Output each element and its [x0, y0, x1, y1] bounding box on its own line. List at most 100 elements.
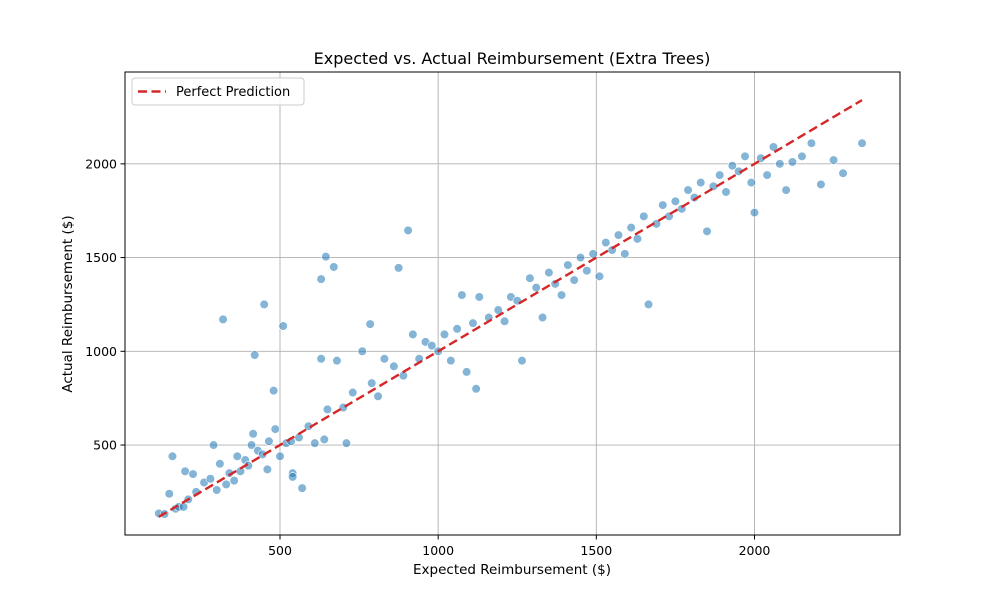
data-point [248, 429, 258, 439]
data-point [264, 436, 274, 446]
data-point [702, 226, 712, 236]
x-tick-label: 1000 [422, 543, 454, 558]
data-point [563, 260, 573, 270]
data-point [556, 290, 567, 300]
data-point [357, 346, 367, 356]
data-point [229, 476, 239, 486]
data-point [626, 222, 636, 233]
y-tick-label: 2000 [85, 156, 117, 171]
data-point [365, 319, 375, 329]
data-point [696, 177, 706, 188]
data-point [259, 299, 269, 310]
data-point [746, 177, 756, 188]
y-tick-label: 500 [93, 438, 117, 453]
data-point [221, 479, 231, 489]
data-point [212, 485, 222, 495]
data-point [670, 196, 681, 206]
data-point [310, 438, 320, 448]
data-point [389, 361, 399, 371]
data-point [427, 341, 437, 351]
data-point [499, 316, 510, 326]
data-point [167, 451, 178, 461]
data-point [452, 324, 462, 334]
data-point [575, 252, 586, 263]
data-point [373, 391, 383, 401]
data-point [379, 354, 389, 364]
data-point [806, 138, 817, 148]
x-tick-label: 1500 [580, 543, 612, 558]
legend: Perfect Prediction [131, 77, 305, 106]
data-point [164, 489, 174, 499]
data-point [531, 282, 541, 293]
data-point [188, 469, 198, 479]
x-tick-label: 500 [268, 543, 292, 558]
data-point [403, 225, 413, 235]
y-tick-label: 1000 [85, 344, 117, 359]
data-point [319, 434, 329, 445]
data-point [768, 142, 779, 152]
data-point [816, 179, 826, 190]
plot-frame [124, 71, 901, 536]
grid [125, 72, 900, 535]
data-point [683, 185, 693, 195]
data-point [762, 170, 772, 180]
data-point [322, 404, 333, 415]
data-point [446, 356, 456, 366]
data-point [544, 267, 554, 278]
data-point [462, 367, 472, 377]
data-point [180, 466, 190, 476]
data-point [620, 249, 630, 259]
perfect-prediction-line [158, 99, 863, 518]
data-point [632, 234, 643, 244]
data-point [797, 151, 807, 161]
x-axis-ticks: 500 1000 1500 2000 [268, 535, 770, 558]
data-point [329, 262, 339, 272]
data-point [857, 138, 867, 148]
data-point [367, 378, 377, 388]
data-point [639, 211, 649, 221]
data-point [582, 266, 592, 276]
data-point [321, 252, 331, 262]
data-point [218, 314, 228, 325]
data-point [262, 464, 272, 474]
data-point [787, 157, 798, 167]
data-point [721, 187, 731, 197]
data-point [205, 474, 216, 484]
data-point [341, 438, 352, 448]
data-point [215, 459, 225, 469]
data-point [715, 170, 725, 180]
data-point [270, 424, 280, 434]
data-point [569, 275, 579, 285]
x-tick-label: 2000 [739, 543, 771, 558]
data-point [838, 168, 848, 178]
data-point [232, 451, 242, 461]
data-point [457, 290, 467, 300]
data-point [348, 387, 358, 398]
data-point [643, 299, 654, 310]
data-point [601, 237, 611, 248]
data-point [727, 161, 737, 171]
y-axis-label: Actual Reimbursement ($) [60, 215, 76, 392]
data-point [749, 207, 760, 218]
data-point [275, 451, 285, 461]
data-point [828, 155, 839, 165]
y-axis-ticks: 500 1000 1500 2000 [85, 156, 125, 453]
data-point [332, 356, 342, 366]
data-point [613, 230, 624, 240]
y-tick-label: 1500 [85, 250, 117, 265]
chart-title: Expected vs. Actual Reimbursement (Extra… [314, 49, 711, 68]
scatter-points [154, 138, 867, 519]
legend-box [131, 77, 305, 106]
data-point [588, 249, 598, 259]
data-point [525, 273, 535, 283]
data-point [775, 159, 785, 169]
data-point [297, 483, 307, 493]
data-point [250, 350, 260, 360]
data-point [517, 356, 527, 366]
data-point [781, 185, 791, 195]
data-point [408, 329, 418, 340]
x-axis-label: Expected Reimbursement ($) [413, 562, 611, 578]
data-point [288, 472, 298, 482]
data-point [246, 440, 257, 450]
